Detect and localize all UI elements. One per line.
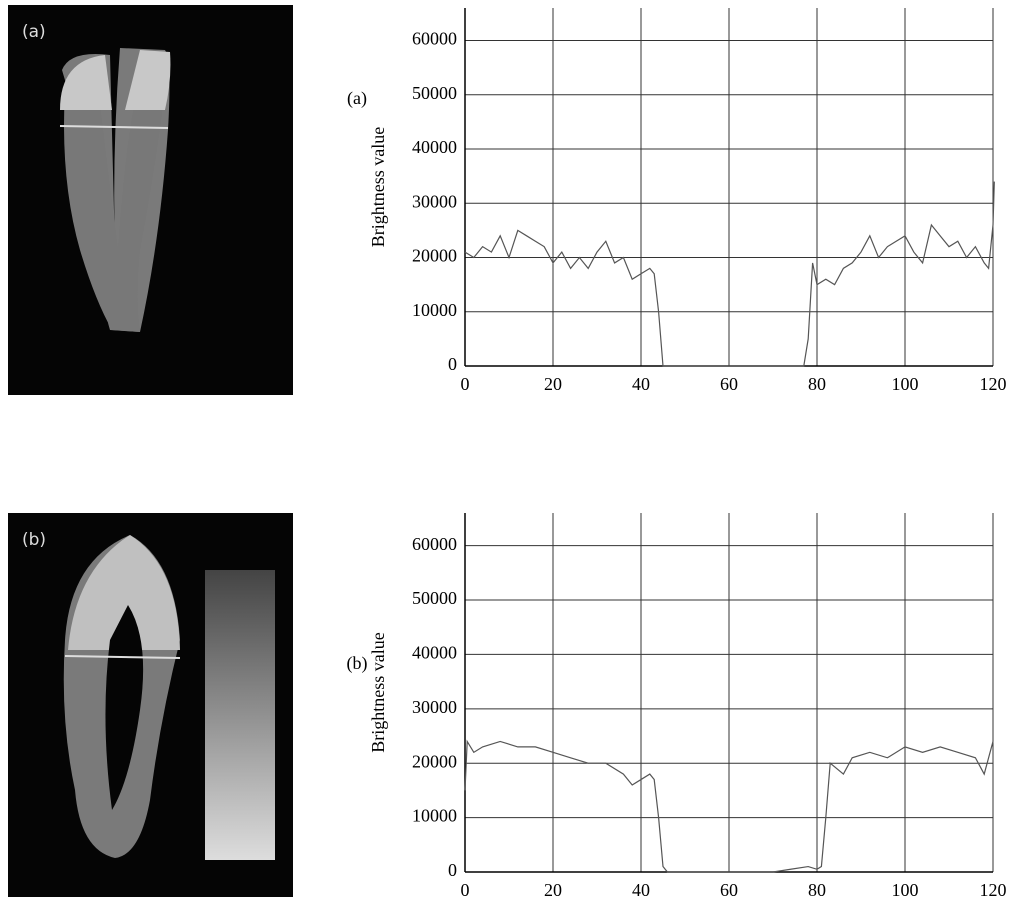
x-tick-label: 40 bbox=[632, 880, 650, 900]
y-tick-label: 50000 bbox=[412, 588, 457, 608]
x-tick-label: 60 bbox=[720, 880, 738, 900]
y-tick-label: 30000 bbox=[412, 191, 457, 211]
panel-label: (a) bbox=[347, 88, 367, 109]
x-tick-label: 100 bbox=[892, 880, 919, 900]
y-tick-label: 40000 bbox=[412, 137, 457, 157]
photo-b: (b) bbox=[8, 513, 293, 897]
y-tick-label: 10000 bbox=[412, 300, 457, 320]
x-tick-label: 80 bbox=[808, 374, 826, 394]
y-tick-label: 60000 bbox=[412, 29, 457, 49]
x-tick-label: 60 bbox=[720, 374, 738, 394]
x-tick-label: 20 bbox=[544, 880, 562, 900]
y-tick-label: 60000 bbox=[412, 534, 457, 554]
x-tick-label: 120 bbox=[980, 880, 1007, 900]
axis-label: Brightness value bbox=[368, 127, 388, 247]
axis-label: Brightness value bbox=[368, 632, 388, 752]
line bbox=[464, 181, 995, 367]
x-tick-label: 0 bbox=[461, 374, 470, 394]
y-tick-label: 50000 bbox=[412, 83, 457, 103]
y-tick-label: 20000 bbox=[412, 246, 457, 266]
y-tick-label: 0 bbox=[448, 860, 457, 880]
y-tick-label: 40000 bbox=[412, 643, 457, 663]
x-tick-label: 120 bbox=[980, 374, 1007, 394]
panel-label: (b) bbox=[347, 653, 368, 674]
y-tick-label: 30000 bbox=[412, 697, 457, 717]
x-tick-label: 0 bbox=[461, 880, 470, 900]
x-tick-label: 40 bbox=[632, 374, 650, 394]
photo-label: (b) bbox=[22, 530, 46, 550]
line bbox=[464, 739, 994, 873]
x-tick-label: 80 bbox=[808, 880, 826, 900]
y-tick-label: 20000 bbox=[412, 751, 457, 771]
y-tick-label: 0 bbox=[448, 354, 457, 374]
photo-label: (a) bbox=[22, 22, 46, 42]
x-tick-label: 20 bbox=[544, 374, 562, 394]
y-tick-label: 10000 bbox=[412, 806, 457, 826]
x-tick-label: 100 bbox=[892, 374, 919, 394]
photo-a: (a) bbox=[8, 5, 293, 395]
